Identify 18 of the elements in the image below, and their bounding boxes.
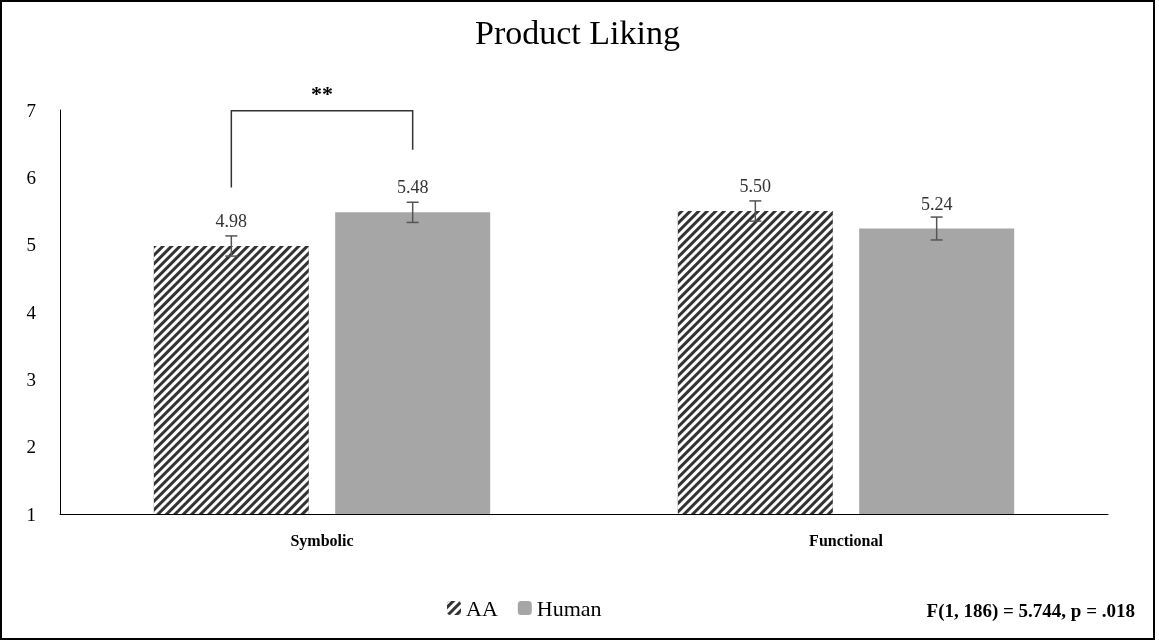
x-tick-label: Functional [809, 531, 884, 549]
y-tick-label: 3 [26, 368, 36, 390]
data-label: 5.50 [739, 176, 772, 196]
chart-title: Product Liking [475, 13, 680, 51]
y-tick-label: 1 [26, 503, 36, 525]
y-tick-label: 4 [26, 301, 37, 323]
y-tick-label: 5 [26, 234, 36, 256]
y-tick-label: 6 [26, 166, 36, 188]
legend-label: Human [536, 595, 602, 621]
y-tick-label: 7 [26, 99, 36, 121]
data-label: 4.98 [215, 211, 248, 232]
legend-label: AA [466, 595, 498, 621]
y-tick-label: 2 [26, 436, 36, 458]
x-tick-label: Symbolic [290, 531, 354, 550]
data-label: 5.48 [396, 177, 429, 198]
data-label: 5.24 [920, 193, 953, 214]
text: F(1, 186) = 5.744, p = .018 [926, 600, 1135, 622]
text: ** [311, 81, 333, 107]
